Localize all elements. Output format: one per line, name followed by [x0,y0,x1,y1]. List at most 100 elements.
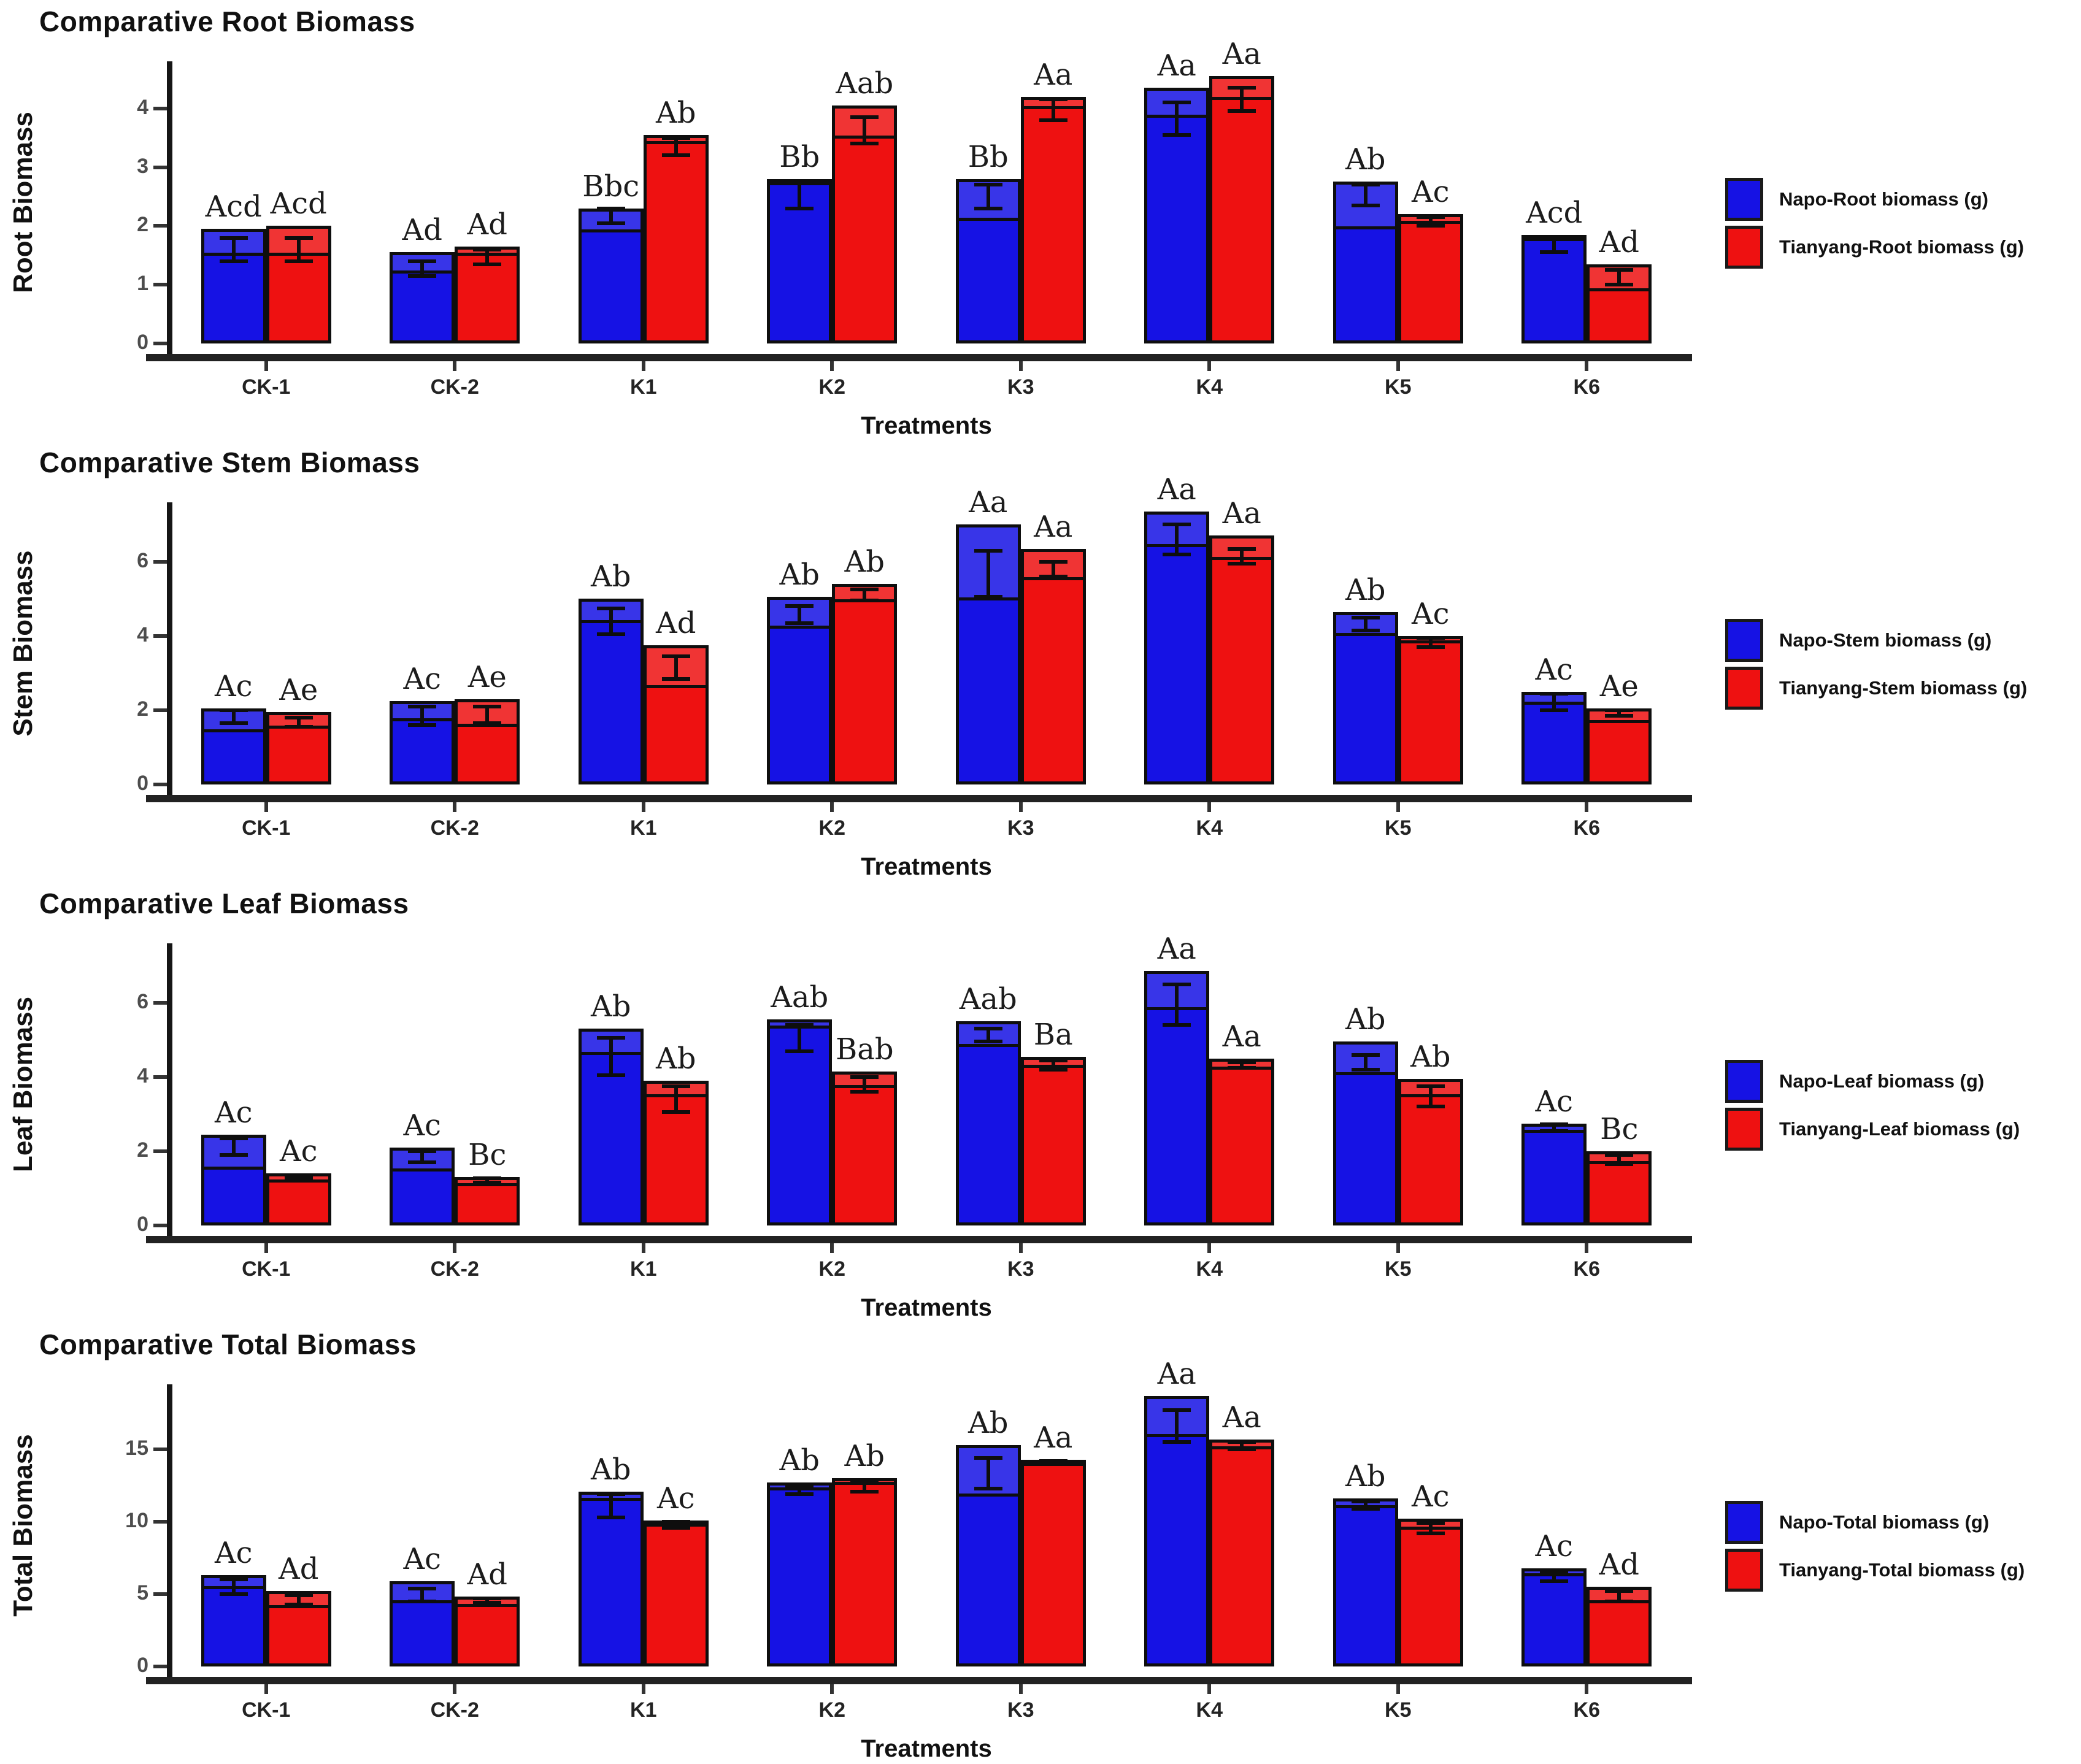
error-bar-cap-top [785,1023,814,1027]
error-bar-stem [798,1486,802,1495]
error-bar-cap-top [596,206,625,210]
x-tick-label: K4 [1196,375,1223,399]
error-bar-cap-top [596,606,625,610]
x-tick-mark [1396,361,1400,371]
y-tick-mark [153,283,167,287]
legend-label-tianyang: Tianyang-Root biomass (g) [1779,236,2025,258]
error-bar-cap-top [408,1586,437,1590]
significance-letter: Ac [1411,596,1450,631]
error-bar-stem [863,1076,867,1092]
error-bar-cap-top [850,588,879,592]
error-bar-cap-top [1351,1053,1380,1057]
y-tick-label: 0 [137,1654,148,1677]
bar-tianyang-K4 [1209,75,1275,343]
error-bar-cap-bottom [473,262,502,266]
bar-mean-line [581,229,640,233]
bar-tianyang-CK-2 [455,246,520,343]
error-bar-cap-bottom [661,1110,690,1114]
significance-letter: Aa [1034,1420,1073,1455]
x-axis-line [146,1677,1692,1684]
error-bar-stem [674,137,678,156]
bar-mean-line [204,729,263,733]
bar-mean-line [458,1604,517,1608]
significance-letter: Ab [1345,1002,1386,1037]
error-bar-stem [609,1494,613,1518]
significance-letter: Aa [1222,496,1261,531]
x-tick-mark [830,1684,834,1694]
error-bar-stem [798,606,802,623]
error-bar-cap-top [974,183,1002,187]
error-bar-cap-bottom [596,1516,625,1520]
error-bar-cap-bottom [1605,1599,1634,1603]
significance-letter: Aa [1222,36,1261,71]
x-tick-label: K6 [1573,1257,1600,1281]
error-bar-cap-top [974,1027,1002,1031]
x-tick-label: K5 [1385,1257,1412,1281]
error-bar-stem [1240,548,1244,564]
significance-letter: Aab [959,982,1017,1017]
error-bar-cap-bottom [1605,714,1634,718]
error-bar-cap-top [219,1136,248,1140]
chart-panel-1: Comparative Root Biomass 0 1 2 3 4 Root Biomas… [0,0,2081,441]
x-tick-mark [453,1684,457,1694]
y-tick-mark [153,1224,167,1227]
x-tick-label: CK-2 [430,816,479,840]
bar-tianyang-CK-2 [455,1596,520,1666]
error-bar-stem [986,1458,990,1489]
significance-letter: Ac [1535,1528,1574,1563]
bar-tianyang-K4 [1209,1439,1275,1666]
bar-tianyang-K5 [1398,214,1463,343]
x-tick-label: K2 [818,1698,845,1722]
error-bar-stem [231,710,236,724]
x-tick-mark [1396,1243,1400,1253]
significance-letter: Ac [656,1481,695,1516]
error-bar-cap-bottom [1416,1531,1445,1535]
error-bar-cap-bottom [1351,1506,1380,1511]
bar-mean-line [1590,720,1649,724]
legend-swatch-napo [1725,619,1763,662]
error-bar-stem [420,1151,425,1163]
x-tick-label: K6 [1573,375,1600,399]
bar-napo-K1 [578,1491,644,1666]
x-tick-label: K1 [630,816,657,840]
significance-letter: Bb [779,139,820,174]
significance-letter: Ab [779,558,820,592]
error-bar-cap-top [408,1149,437,1153]
error-bar-cap-top [219,708,248,712]
error-bar-cap-top [1416,1521,1445,1525]
significance-letter: Bbc [582,169,640,204]
error-bar-cap-top [785,180,814,184]
significance-letter: Ac [1535,652,1574,687]
error-bar-stem [296,718,301,727]
bar-mean-line [958,217,1018,221]
error-bar-stem [231,1138,236,1155]
error-bar-cap-top [1228,1440,1256,1444]
bar-napo-K5 [1333,612,1398,784]
error-bar-cap-bottom [219,259,248,263]
bar-tianyang-K3 [1020,548,1086,784]
significance-letter: Ad [467,1557,507,1592]
legend-swatch-tianyang [1725,667,1763,710]
x-tick-label: K6 [1573,816,1600,840]
x-tick-mark [1018,1243,1023,1253]
error-bar-cap-bottom [473,1601,502,1605]
bar-mean-line [269,1605,328,1608]
error-bar-cap-bottom [1351,203,1380,207]
legend-swatch-tianyang [1725,1549,1763,1592]
x-tick-label: CK-1 [242,1698,291,1722]
y-axis-line [167,502,172,797]
x-tick-mark [641,1684,645,1694]
error-bar-cap-top [661,654,690,659]
y-tick-label: 0 [137,331,148,354]
error-bar-cap-bottom [1039,1067,1067,1072]
error-bar-stem [674,1522,678,1528]
error-bar-stem [1175,524,1179,554]
bar-napo-K3 [955,524,1021,784]
x-axis-label: Treatments [861,1294,992,1321]
x-axis-label: Treatments [861,412,992,439]
error-bar-stem [986,185,990,209]
significance-letter: Aa [1157,1356,1196,1391]
legend-label-napo: Napo-Leaf biomass (g) [1779,1070,1985,1092]
bar-napo-K1 [578,1029,644,1225]
error-bar-stem [1552,693,1556,710]
